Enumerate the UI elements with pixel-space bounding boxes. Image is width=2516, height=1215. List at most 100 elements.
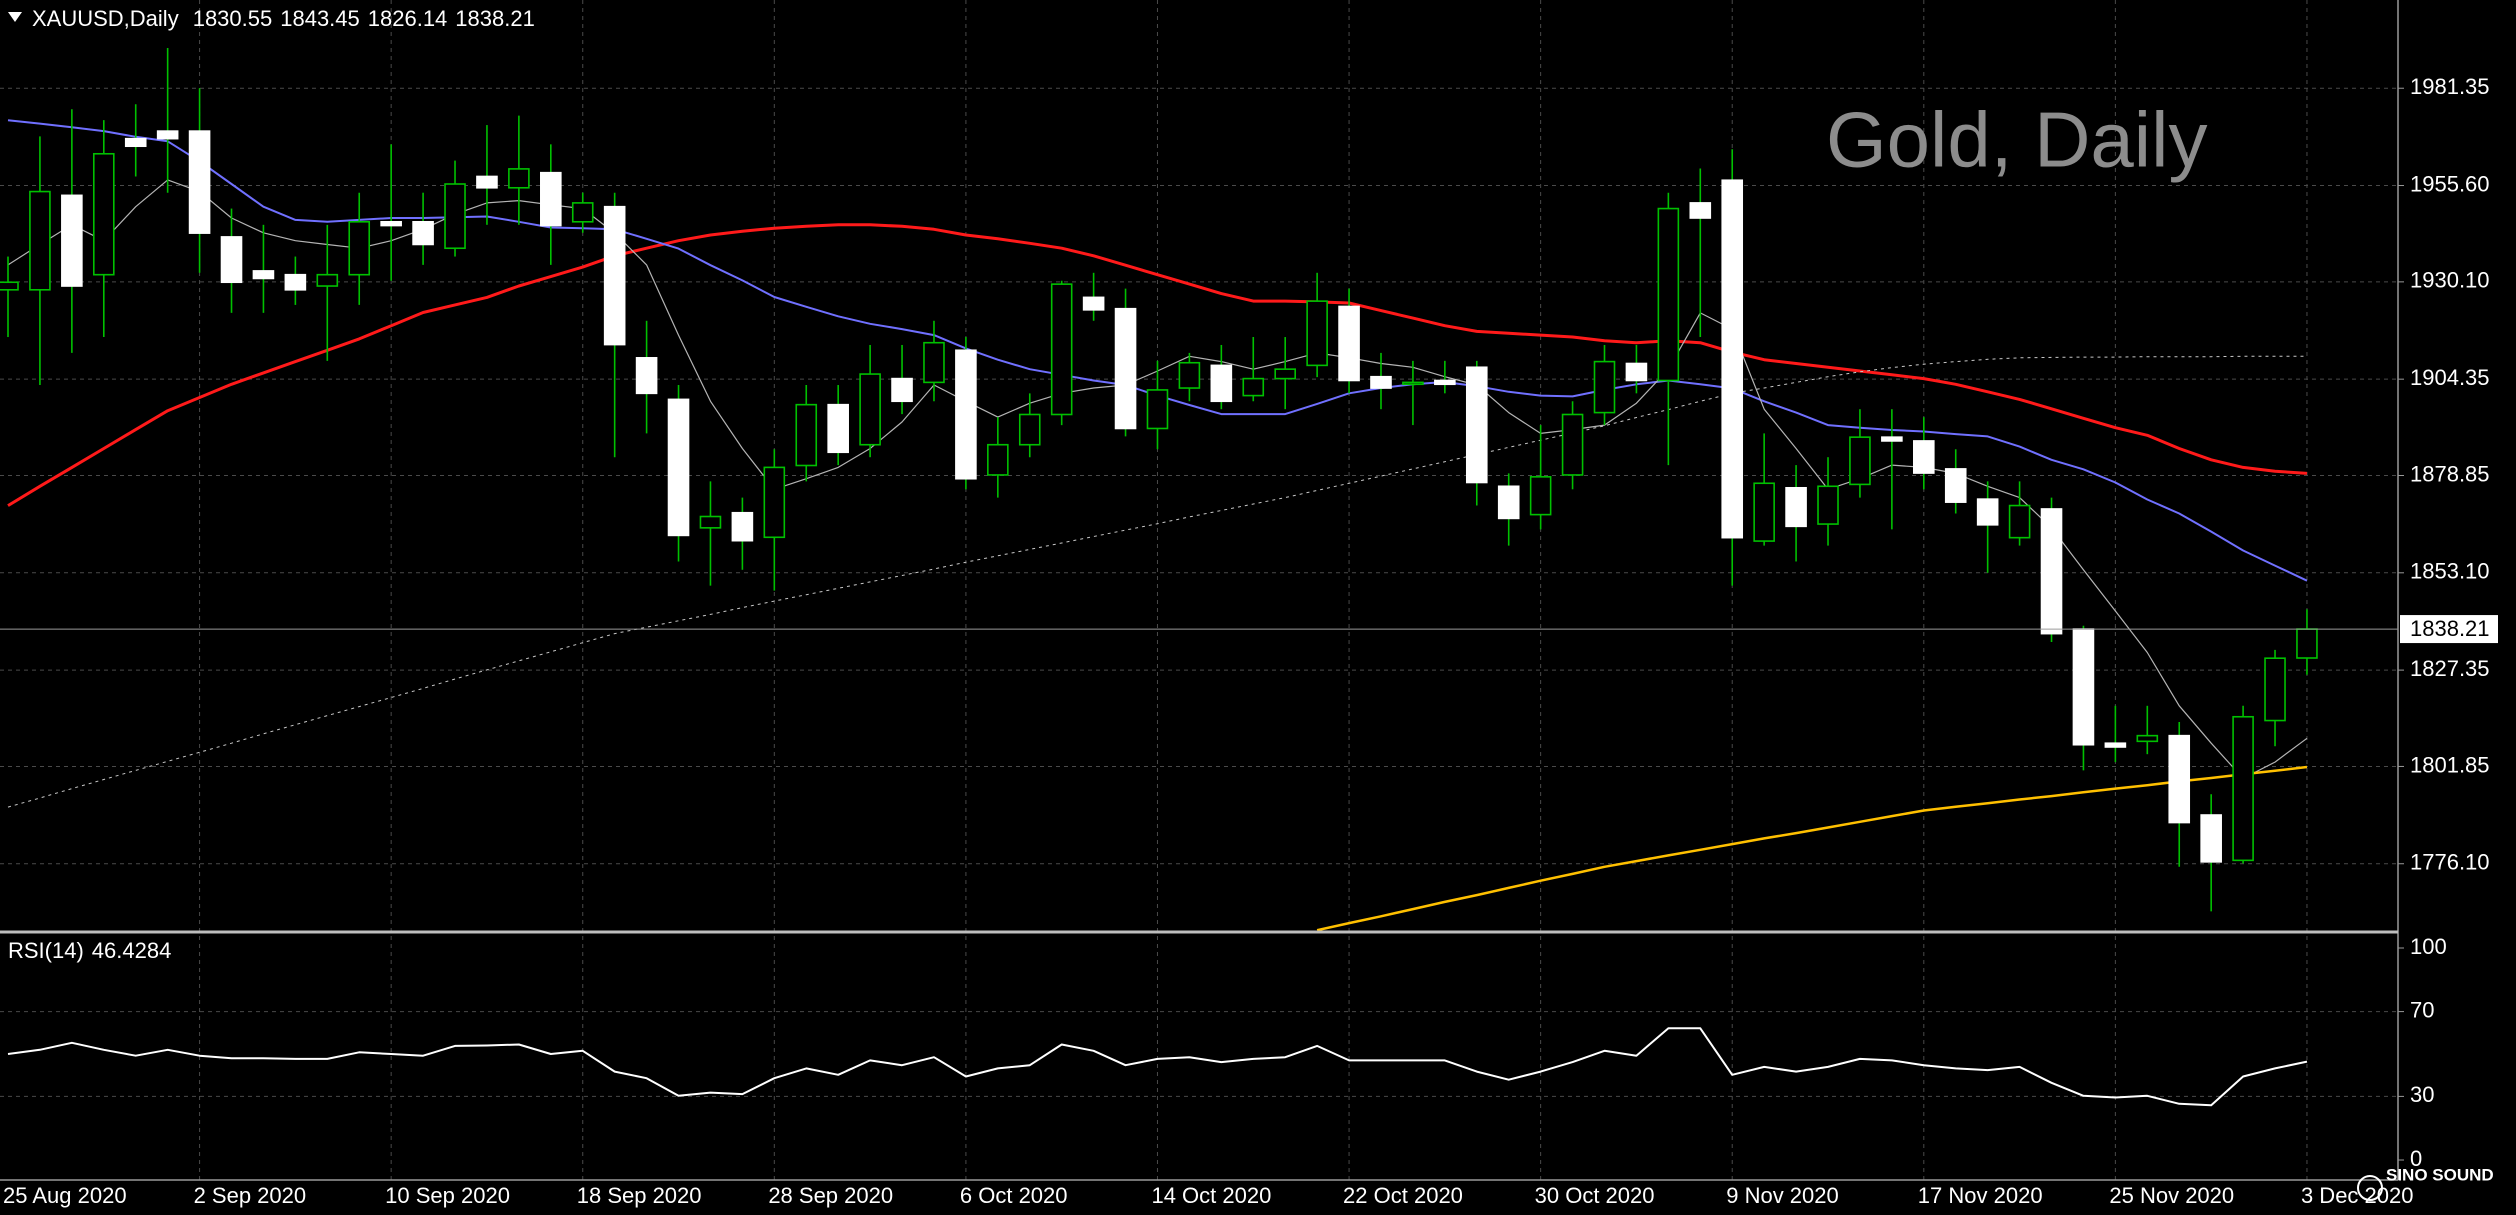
candle-body bbox=[1881, 436, 1903, 442]
candle-body bbox=[763, 466, 786, 539]
candle-body bbox=[252, 270, 275, 280]
candle-body bbox=[2200, 814, 2222, 863]
x-tick-label: 9 Nov 2020 bbox=[1726, 1183, 1839, 1208]
x-tick-label: 17 Nov 2020 bbox=[1918, 1183, 2043, 1208]
candle-body bbox=[1561, 413, 1584, 476]
candle-body bbox=[1434, 379, 1456, 386]
watermark: Gold, Daily bbox=[1826, 96, 2207, 184]
candle-body bbox=[476, 175, 498, 189]
open-value: 1830.55 bbox=[193, 6, 273, 31]
candle-body bbox=[348, 220, 371, 276]
line-series bbox=[7, 1027, 2308, 1107]
candle-body bbox=[1274, 368, 1296, 380]
candle-body bbox=[2168, 734, 2191, 824]
y-tick-label: 1981.35 bbox=[2410, 74, 2490, 99]
candle-body bbox=[61, 194, 83, 287]
current-price-box bbox=[2400, 615, 2498, 644]
line-series bbox=[1316, 765, 2308, 931]
candle-body bbox=[1210, 364, 1233, 403]
logo-icon bbox=[2357, 1175, 2383, 1201]
candle-body bbox=[1146, 389, 1169, 430]
header: XAUUSD,Daily 1830.55 1843.45 1826.14 1838.21 bbox=[32, 6, 535, 31]
candle-body bbox=[92, 152, 115, 276]
current-price-label: 1838.21 bbox=[2410, 616, 2490, 641]
x-tick-label: 18 Sep 2020 bbox=[577, 1183, 702, 1208]
x-tick-label: 10 Sep 2020 bbox=[385, 1183, 510, 1208]
candle-body bbox=[124, 137, 147, 148]
y-tick-label: 30 bbox=[2410, 1082, 2434, 1107]
candle-body bbox=[2008, 504, 2031, 539]
candle-body bbox=[571, 202, 594, 223]
y-tick-label: 1904.35 bbox=[2410, 365, 2490, 390]
menu-arrow bbox=[8, 12, 22, 22]
y-tick-label: 1827.35 bbox=[2410, 656, 2490, 681]
y-tick-label: 1801.85 bbox=[2410, 752, 2490, 777]
line-series bbox=[7, 355, 2307, 808]
candle-body bbox=[1529, 476, 1552, 516]
high-value: 1843.45 bbox=[280, 6, 360, 31]
candle-body bbox=[2232, 715, 2254, 862]
candle-body bbox=[1370, 375, 1392, 389]
candle-body bbox=[0, 281, 19, 291]
candle-body bbox=[1178, 361, 1201, 389]
candle-body bbox=[795, 403, 818, 467]
candle-body bbox=[1402, 381, 1424, 386]
candle-body bbox=[1593, 360, 1616, 414]
line-series bbox=[7, 223, 2308, 507]
low-value: 1826.14 bbox=[368, 6, 448, 31]
candle-body bbox=[1497, 485, 1520, 520]
y-tick-label: 1878.85 bbox=[2410, 461, 2490, 486]
candle-body bbox=[827, 403, 849, 454]
candle-body bbox=[1338, 305, 1360, 382]
candle-body bbox=[156, 130, 179, 140]
candle-body bbox=[444, 183, 466, 250]
candle-body bbox=[1913, 440, 1935, 474]
close-value: 1838.21 bbox=[455, 6, 535, 31]
candle-body bbox=[1082, 296, 1105, 311]
candle-body bbox=[1721, 179, 1744, 539]
candle-body bbox=[29, 190, 51, 291]
candle-body bbox=[923, 341, 945, 384]
candle-body bbox=[699, 515, 722, 529]
y-tick-label: 100 bbox=[2410, 934, 2447, 959]
candle-body bbox=[731, 511, 754, 542]
axes: 1981.35 1955.60 1930.10 1904.35 1878.85 1853.… bbox=[0, 74, 2498, 1208]
candle-body bbox=[284, 273, 307, 291]
rsi-header: RSI(14) 46.4284 bbox=[8, 938, 171, 963]
candle-body bbox=[891, 377, 913, 403]
candle-body bbox=[1849, 436, 1871, 486]
x-tick-label: 14 Oct 2020 bbox=[1151, 1183, 1271, 1208]
candle-body bbox=[380, 220, 402, 227]
candle-body bbox=[955, 349, 977, 480]
candle-body bbox=[635, 357, 658, 395]
candle-body bbox=[1753, 482, 1775, 542]
candle-body bbox=[1306, 300, 1328, 367]
x-tick-label: 28 Sep 2020 bbox=[768, 1183, 893, 1208]
x-tick-label: 22 Oct 2020 bbox=[1343, 1183, 1463, 1208]
candle-body bbox=[2104, 742, 2127, 748]
price-panel bbox=[0, 47, 2318, 931]
candle-body bbox=[1018, 413, 1041, 446]
x-tick-label: 2 Sep 2020 bbox=[194, 1183, 307, 1208]
x-tick-label: 25 Nov 2020 bbox=[2109, 1183, 2234, 1208]
y-tick-label: 70 bbox=[2410, 997, 2434, 1022]
candle-body bbox=[2296, 628, 2318, 659]
candle-body bbox=[1944, 468, 1967, 503]
candle-body bbox=[540, 171, 562, 227]
candle-body bbox=[412, 220, 434, 246]
candle-body bbox=[316, 273, 339, 287]
logo-text: SINO SOUND bbox=[2386, 1165, 2494, 1184]
candle-body bbox=[603, 205, 626, 346]
candle-body bbox=[1817, 485, 1839, 525]
candle-body bbox=[2040, 508, 2063, 635]
candle-body bbox=[1114, 307, 1137, 430]
candle-body bbox=[2072, 628, 2095, 746]
x-tick-label: 25 Aug 2020 bbox=[3, 1183, 127, 1208]
candle-body bbox=[1050, 283, 1073, 416]
candle-body bbox=[987, 443, 1009, 476]
candle-body bbox=[2264, 657, 2286, 722]
candle-body bbox=[1625, 362, 1648, 382]
